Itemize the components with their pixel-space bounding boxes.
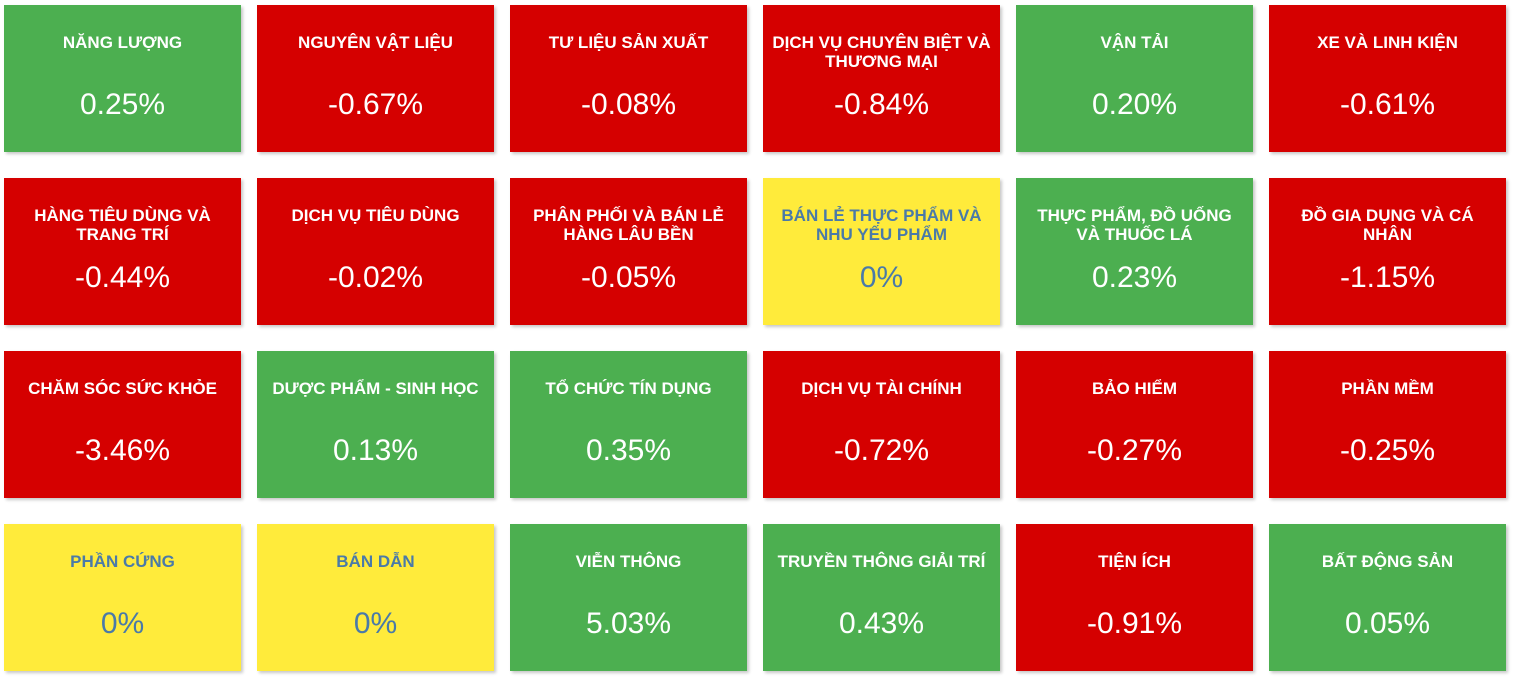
sector-name: TRUYỀN THÔNG GIẢI TRÍ xyxy=(777,552,986,571)
sector-name: DƯỢC PHẨM - SINH HỌC xyxy=(272,379,479,398)
sector-change: 0% xyxy=(100,607,145,640)
sector-name: PHẦN MỀM xyxy=(1341,379,1434,398)
sector-change: -0.84% xyxy=(833,88,930,121)
sector-name: BÁN LẺ THỰC PHẨM VÀ NHU YẾU PHẨM xyxy=(781,206,982,244)
sector-name: BÁN DẪN xyxy=(336,552,415,571)
sector-name: TỔ CHỨC TÍN DỤNG xyxy=(545,379,712,398)
sector-tile[interactable]: TRUYỀN THÔNG GIẢI TRÍ 0.43% xyxy=(763,524,1000,671)
sector-heatmap: NĂNG LƯỢNG 0.25% NGUYÊN VẬT LIỆU -0.67% TƯ… xyxy=(4,5,1506,671)
sector-name: PHÂN PHỐI VÀ BÁN LẺ HÀNG LÂU BỀN xyxy=(533,206,724,244)
sector-name: VIỄN THÔNG xyxy=(575,552,682,571)
sector-change: -0.02% xyxy=(327,261,424,294)
sector-change: -0.05% xyxy=(580,261,677,294)
sector-tile[interactable]: ĐỒ GIA DỤNG VÀ CÁ NHÂN -1.15% xyxy=(1269,178,1506,325)
sector-name: NĂNG LƯỢNG xyxy=(62,33,183,52)
sector-name: NGUYÊN VẬT LIỆU xyxy=(298,33,453,52)
sector-tile[interactable]: DỊCH VỤ TIÊU DÙNG -0.02% xyxy=(257,178,494,325)
sector-change: 0.20% xyxy=(1091,88,1178,121)
sector-tile[interactable]: TƯ LIỆU SẢN XUẤT -0.08% xyxy=(510,5,747,152)
sector-name: TIỆN ÍCH xyxy=(1098,552,1171,571)
sector-name: THỰC PHẨM, ĐỒ UỐNG VÀ THUỐC LÁ xyxy=(1037,206,1232,244)
sector-change: -0.67% xyxy=(327,88,424,121)
sector-name: BẤT ĐỘNG SẢN xyxy=(1321,552,1454,571)
sector-change: -3.46% xyxy=(74,434,171,467)
sector-tile[interactable]: DỊCH VỤ CHUYÊN BIỆT VÀ THƯƠNG MẠI -0.84% xyxy=(763,5,1000,152)
sector-tile[interactable]: THỰC PHẨM, ĐỒ UỐNG VÀ THUỐC LÁ 0.23% xyxy=(1016,178,1253,325)
sector-tile[interactable]: VIỄN THÔNG 5.03% xyxy=(510,524,747,671)
sector-tile[interactable]: NĂNG LƯỢNG 0.25% xyxy=(4,5,241,152)
sector-tile[interactable]: TỔ CHỨC TÍN DỤNG 0.35% xyxy=(510,351,747,498)
sector-tile[interactable]: BẢO HIỂM -0.27% xyxy=(1016,351,1253,498)
sector-name: DỊCH VỤ CHUYÊN BIỆT VÀ THƯƠNG MẠI xyxy=(772,33,991,71)
sector-change: 0.05% xyxy=(1344,607,1431,640)
sector-name: BẢO HIỂM xyxy=(1092,379,1177,398)
sector-name: CHĂM SÓC SỨC KHỎE xyxy=(28,379,217,398)
sector-change: 0.23% xyxy=(1091,261,1178,294)
sector-tile[interactable]: VẬN TẢI 0.20% xyxy=(1016,5,1253,152)
sector-change: 0% xyxy=(353,607,398,640)
sector-tile[interactable]: PHẦN MỀM -0.25% xyxy=(1269,351,1506,498)
sector-change: 0.43% xyxy=(838,607,925,640)
sector-tile[interactable]: BÁN DẪN 0% xyxy=(257,524,494,671)
sector-change: -0.72% xyxy=(833,434,930,467)
sector-tile[interactable]: BÁN LẺ THỰC PHẨM VÀ NHU YẾU PHẨM 0% xyxy=(763,178,1000,325)
sector-tile[interactable]: NGUYÊN VẬT LIỆU -0.67% xyxy=(257,5,494,152)
sector-name: HÀNG TIÊU DÙNG VÀ TRANG TRÍ xyxy=(34,206,211,244)
sector-tile[interactable]: PHẦN CỨNG 0% xyxy=(4,524,241,671)
sector-change: -0.08% xyxy=(580,88,677,121)
sector-tile[interactable]: HÀNG TIÊU DÙNG VÀ TRANG TRÍ -0.44% xyxy=(4,178,241,325)
sector-name: DỊCH VỤ TIÊU DÙNG xyxy=(291,206,460,225)
sector-name: TƯ LIỆU SẢN XUẤT xyxy=(548,33,709,52)
sector-change: 0% xyxy=(859,261,904,294)
sector-name: ĐỒ GIA DỤNG VÀ CÁ NHÂN xyxy=(1301,206,1474,244)
sector-name: DỊCH VỤ TÀI CHÍNH xyxy=(801,379,962,398)
sector-change: -1.15% xyxy=(1339,261,1436,294)
sector-name: VẬN TẢI xyxy=(1100,33,1169,52)
sector-change: -0.27% xyxy=(1086,434,1183,467)
sector-tile[interactable]: DƯỢC PHẨM - SINH HỌC 0.13% xyxy=(257,351,494,498)
sector-change: 0.25% xyxy=(79,88,166,121)
sector-tile[interactable]: CHĂM SÓC SỨC KHỎE -3.46% xyxy=(4,351,241,498)
sector-change: 0.35% xyxy=(585,434,672,467)
sector-name: PHẦN CỨNG xyxy=(70,552,175,571)
sector-tile[interactable]: DỊCH VỤ TÀI CHÍNH -0.72% xyxy=(763,351,1000,498)
sector-change: -0.44% xyxy=(74,261,171,294)
sector-tile[interactable]: XE VÀ LINH KIỆN -0.61% xyxy=(1269,5,1506,152)
sector-tile[interactable]: PHÂN PHỐI VÀ BÁN LẺ HÀNG LÂU BỀN -0.05% xyxy=(510,178,747,325)
sector-name: XE VÀ LINH KIỆN xyxy=(1317,33,1458,52)
sector-change: -0.25% xyxy=(1339,434,1436,467)
sector-change: 0.13% xyxy=(332,434,419,467)
sector-change: 5.03% xyxy=(585,607,672,640)
sector-tile[interactable]: BẤT ĐỘNG SẢN 0.05% xyxy=(1269,524,1506,671)
sector-change: -0.91% xyxy=(1086,607,1183,640)
sector-tile[interactable]: TIỆN ÍCH -0.91% xyxy=(1016,524,1253,671)
sector-change: -0.61% xyxy=(1339,88,1436,121)
